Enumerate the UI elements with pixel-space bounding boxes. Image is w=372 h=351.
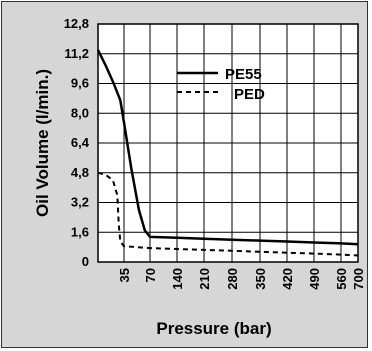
y-tick-label: 11,2 (64, 46, 89, 61)
y-tick-label: 3,2 (71, 195, 89, 210)
y-tick-label: 0 (82, 254, 89, 269)
line-chart: 12,8 11,2 9,6 8,0 6,4 4,8 3,2 1,6 0 35 70 140 210 28… (33, 16, 366, 338)
x-tick-label: 35 (117, 268, 132, 282)
y-tick-label: 6,4 (71, 135, 90, 150)
series-lines (96, 49, 359, 257)
y-tick-label: 8,0 (71, 105, 89, 120)
series-line-pe55 (96, 49, 359, 246)
y-tick-label: 12,8 (64, 16, 89, 31)
x-tick-label: 210 (197, 268, 212, 290)
x-tick-labels: 35 70 140 210 280 350 420 490 560 700 (117, 268, 366, 290)
y-tick-labels: 12,8 11,2 9,6 8,0 6,4 4,8 3,2 1,6 0 (64, 16, 90, 269)
grid (98, 24, 358, 262)
series-line-ped (97, 171, 359, 257)
chart-frame: 12,8 11,2 9,6 8,0 6,4 4,8 3,2 1,6 0 35 70 140 210 28… (1, 1, 368, 348)
y-tick-label: 9,6 (71, 76, 89, 91)
x-tick-label: 490 (307, 268, 322, 290)
x-tick-label: 350 (253, 268, 268, 290)
y-tick-label: 4,8 (71, 165, 89, 180)
x-tick-label: 420 (280, 268, 295, 290)
x-axis-title: Pressure (bar) (156, 319, 271, 338)
x-tick-label: 280 (225, 268, 240, 290)
legend: PE55 PED (177, 66, 265, 103)
legend-label-pe55: PE55 (225, 66, 262, 83)
legend-label-ped: PED (234, 86, 265, 103)
y-axis-title: Oil Volume (l/min.) (33, 69, 52, 217)
y-tick-label: 1,6 (71, 224, 89, 239)
x-tick-label: 140 (170, 268, 185, 290)
x-tick-label: 700 (351, 268, 366, 290)
x-tick-label: 560 (334, 268, 349, 290)
x-tick-label: 70 (143, 268, 158, 282)
